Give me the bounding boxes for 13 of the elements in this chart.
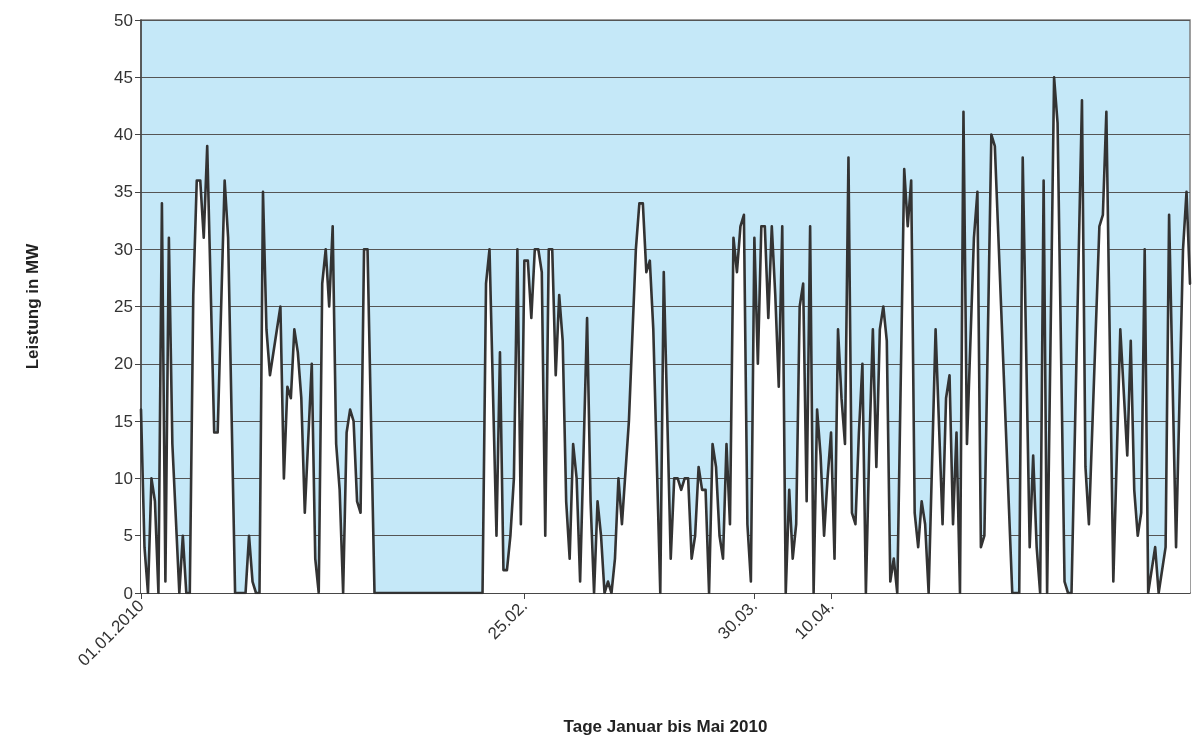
- y-tick-label: 25: [114, 297, 133, 316]
- y-tick-label: 0: [123, 583, 133, 603]
- y-tick-label: 45: [114, 67, 133, 87]
- y-tick-label: 20: [114, 354, 133, 374]
- y-tick-label: 50: [114, 10, 133, 30]
- x-axis-title: Tage Januar bis Mai 2010: [563, 717, 768, 736]
- y-tick-label: 30: [114, 239, 133, 259]
- y-tick-label: 35: [114, 182, 133, 202]
- y-tick-label: 40: [114, 125, 133, 145]
- y-tick-label: 5: [123, 526, 133, 546]
- y-tick-label: 15: [114, 411, 133, 431]
- y-axis-title: Leistung in MW: [23, 242, 42, 370]
- y-tick-label: 10: [114, 468, 133, 488]
